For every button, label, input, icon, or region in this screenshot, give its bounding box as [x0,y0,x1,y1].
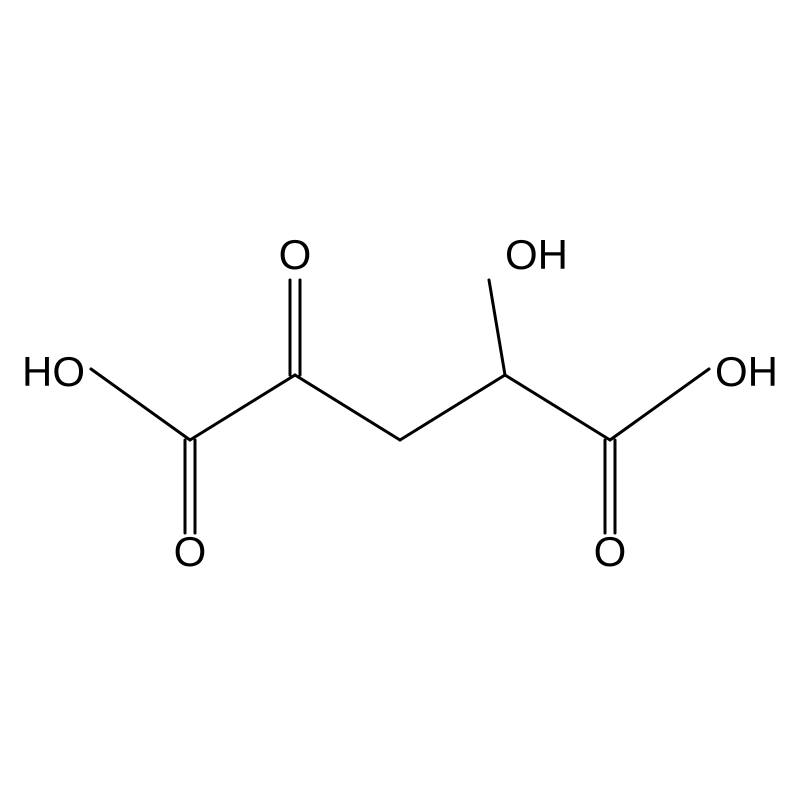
atom-label: O [594,528,627,575]
labels-layer: HO O O OH O OH [22,231,778,575]
bond-line [400,375,505,440]
atom-label: OH [505,231,568,278]
bond-line [489,280,505,375]
atom-label: O [174,528,207,575]
bond-line [91,369,190,440]
atom-label: HO [22,348,85,395]
atom-label: OH [715,348,778,395]
bond-line [190,375,295,440]
bond-line [610,369,709,440]
bond-line [505,375,610,440]
bond-line [295,375,400,440]
atom-label: O [279,231,312,278]
bonds-layer [91,280,709,533]
chemical-structure-diagram: HO O O OH O OH [0,0,800,800]
